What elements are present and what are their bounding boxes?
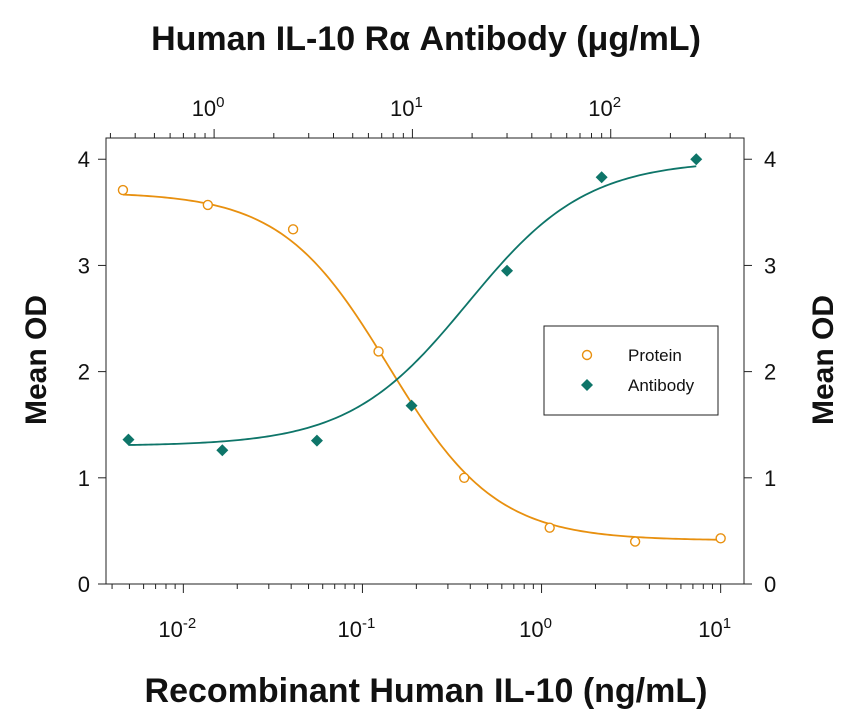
data-point-antibody <box>405 399 418 412</box>
fit-curve-antibody <box>128 165 697 446</box>
y-tick-label-left: 4 <box>78 147 90 172</box>
y-tick-label-right: 3 <box>764 253 776 278</box>
data-points <box>117 153 726 547</box>
y-tick-label-left: 3 <box>78 253 90 278</box>
x-axis-label: Recombinant Human IL-10 (ng/mL) <box>145 672 708 710</box>
y-tick-label-right: 2 <box>764 360 776 385</box>
data-point-protein <box>629 536 641 547</box>
legend-protein-marker <box>581 349 593 361</box>
data-point-antibody <box>310 434 323 447</box>
y-axis-label: Mean OD <box>20 295 53 425</box>
y-tick-label-left: 0 <box>78 572 90 597</box>
axes: 0 0 1 1 2 2 3 3 4 4 10-2 10-1 100 101 100 101 102 <box>78 94 777 642</box>
plot-frame <box>105 137 745 585</box>
y-tick-label-left: 1 <box>78 466 90 491</box>
x-tick-label-top: 100 <box>192 94 225 121</box>
legend-protein-label: Protein <box>628 346 682 365</box>
legend-box <box>543 325 719 416</box>
y-tick-label-right: 4 <box>764 147 776 172</box>
legend: Protein Antibody <box>543 325 719 416</box>
data-point-antibody <box>690 153 703 166</box>
legend-antibody-label: Antibody <box>628 376 695 395</box>
y-axis-label-right: Mean OD <box>807 295 840 425</box>
fit-curve-protein <box>122 193 721 541</box>
x-tick-label-bottom: 10-2 <box>158 615 196 642</box>
y-tick-label-right: 1 <box>764 466 776 491</box>
data-point-antibody <box>595 171 608 184</box>
chart-title: Human IL-10 Rα Antibody (μg/mL) <box>151 20 701 58</box>
x-tick-label-bottom: 100 <box>519 615 552 642</box>
data-point-protein <box>544 522 555 533</box>
data-point-protein <box>287 224 299 235</box>
data-point-protein <box>202 199 214 211</box>
data-point-protein <box>715 533 726 544</box>
y-tick-label-left: 2 <box>78 360 90 385</box>
y-tick-label-right: 0 <box>764 572 776 597</box>
data-point-protein <box>373 346 384 357</box>
legend-antibody-marker <box>581 379 593 391</box>
data-point-antibody <box>501 264 514 277</box>
data-point-protein <box>459 472 470 484</box>
x-tick-label-top: 102 <box>588 94 621 121</box>
x-tick-label-top: 101 <box>390 94 423 121</box>
fit-curves <box>122 165 721 541</box>
data-point-protein <box>117 184 129 196</box>
data-point-antibody <box>122 433 135 446</box>
data-point-antibody <box>216 444 229 457</box>
x-tick-label-bottom: 10-1 <box>338 615 376 642</box>
x-tick-label-bottom: 101 <box>698 615 731 642</box>
